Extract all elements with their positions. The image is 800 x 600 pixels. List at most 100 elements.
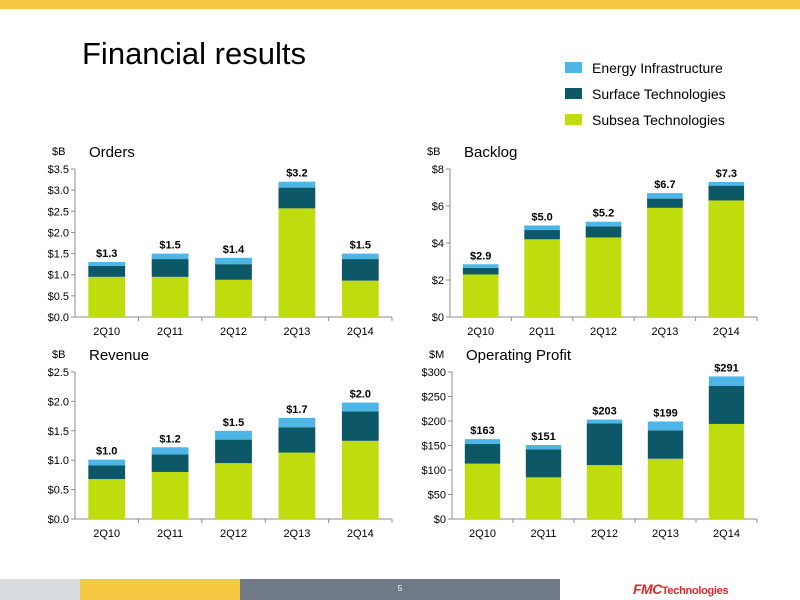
logo-technologies-text: Technologies	[661, 585, 729, 597]
bar-total-label: $163	[470, 425, 494, 437]
bar-segment-energy-infrastructure	[708, 181, 745, 186]
x-tick-label: 2Q12	[591, 528, 618, 540]
revenue-chart-svg: $B Revenue $0.0 $0.5 $1.0 $1.5 $2.0 $2.5 $1.0 2Q1…	[48, 347, 393, 540]
legend-label: Energy Infrastructure	[592, 60, 723, 76]
bar-segment-surface-technologies	[524, 230, 560, 240]
x-tick-label: 2Q14	[713, 326, 740, 338]
bar-segment-surface-technologies	[464, 444, 501, 464]
bar-segment-subsea-technologies	[151, 276, 189, 317]
y-tick-label: $0	[432, 312, 444, 324]
bar-segment-energy-infrastructure	[88, 459, 126, 466]
bar-segment-energy-infrastructure	[88, 262, 126, 266]
y-tick-label: $2.0	[48, 227, 69, 239]
bar-segment-subsea-technologies	[586, 465, 623, 519]
backlog-chart-svg: $B Backlog $0 $2 $4 $6 $8 $2.9 2Q10 $5.0 2Q11 $5.2 2…	[427, 144, 758, 338]
logo-fmc-text: FMC	[633, 581, 662, 597]
y-tick-label: $2.5	[48, 367, 69, 379]
y-tick-label: $300	[422, 367, 446, 379]
chart-title: Orders	[89, 144, 135, 161]
bar-segment-surface-technologies	[278, 427, 316, 453]
x-tick-label: 2Q10	[467, 326, 494, 338]
bar-segment-energy-infrastructure	[647, 193, 683, 199]
revenue-chart: $B Revenue $0.0 $0.5 $1.0 $1.5 $2.0 $2.5 $1.0 2Q1…	[40, 340, 400, 550]
bar-segment-surface-technologies	[585, 226, 622, 238]
y-tick-label: $0.5	[48, 485, 69, 497]
bar-segment-energy-infrastructure	[151, 447, 189, 455]
x-tick-label: 2Q10	[469, 528, 496, 540]
bar-segment-surface-technologies	[215, 439, 252, 464]
y-tick-label: $250	[422, 392, 446, 404]
bar-segment-surface-technologies	[215, 264, 252, 280]
x-tick-label: 2Q13	[652, 528, 679, 540]
y-tick-label: $100	[422, 465, 446, 477]
bar-segment-energy-infrastructure	[278, 417, 316, 428]
y-tick-label: $3.5	[48, 164, 69, 176]
bar-segment-surface-technologies	[278, 187, 316, 209]
y-tick-label: $0	[434, 514, 446, 526]
y-tick-label: $2.0	[48, 396, 69, 408]
bar-segment-subsea-technologies	[524, 239, 560, 317]
y-tick-label: $1.0	[48, 270, 69, 282]
bar-total-label: $3.2	[286, 168, 307, 180]
operating-profit-chart: $M Operating Profit $0 $50 $100 $150 $200 $250 $…	[410, 340, 780, 550]
bar-segment-surface-technologies	[151, 259, 189, 277]
unit-label: $B	[52, 349, 65, 361]
legend-swatch-subsea-technologies	[565, 114, 582, 125]
x-tick-label: 2Q11	[529, 326, 555, 338]
top-accent-bar	[0, 0, 800, 9]
bar-total-label: $151	[531, 431, 555, 443]
bar-segment-subsea-technologies	[151, 471, 189, 519]
bar-total-label: $1.5	[159, 240, 180, 252]
bar-segment-subsea-technologies	[585, 237, 622, 317]
bar-segment-subsea-technologies	[278, 452, 316, 519]
unit-label: $B	[52, 146, 65, 158]
bar-segment-subsea-technologies	[88, 276, 126, 317]
y-tick-label: $0.0	[48, 514, 69, 526]
bar-segment-energy-infrastructure	[462, 264, 499, 268]
bar-segment-subsea-technologies	[708, 423, 745, 519]
bar-total-label: $2.0	[350, 389, 371, 401]
chart-title: Revenue	[89, 347, 149, 364]
bar-segment-surface-technologies	[586, 423, 623, 466]
footer-bar-left	[0, 579, 80, 600]
legend-swatch-energy-infrastructure	[565, 62, 582, 73]
bar-total-label: $203	[592, 406, 616, 418]
bar-segment-subsea-technologies	[647, 458, 684, 519]
x-tick-label: 2Q11	[157, 326, 183, 338]
chart-title: Backlog	[464, 144, 517, 161]
bar-segment-energy-infrastructure	[585, 221, 622, 227]
fmc-technologies-logo: FMCTechnologies	[633, 581, 729, 599]
page-number: 5	[397, 584, 403, 593]
operating-profit-chart-svg: $M Operating Profit $0 $50 $100 $150 $200 $250 $…	[422, 347, 758, 540]
bar-segment-surface-technologies	[88, 265, 126, 277]
x-tick-label: 2Q14	[713, 528, 740, 540]
bar-segment-surface-technologies	[647, 198, 683, 208]
bar-segment-energy-infrastructure	[278, 181, 316, 188]
bar-segment-energy-infrastructure	[341, 253, 379, 260]
orders-chart-svg: $B Orders $0.0 $0.5 $1.0 $1.5 $2.0 $2.5 $3.0 $3.5…	[48, 144, 393, 338]
bar-total-label: $291	[714, 362, 738, 374]
bar-segment-surface-technologies	[708, 385, 745, 424]
y-tick-label: $4	[432, 238, 444, 250]
bar-segment-surface-technologies	[341, 259, 379, 281]
bar-segment-energy-infrastructure	[708, 376, 745, 386]
bar-total-label: $1.2	[159, 433, 180, 445]
bar-segment-surface-technologies	[462, 267, 499, 275]
bar-segment-energy-infrastructure	[464, 439, 501, 445]
x-tick-label: 2Q12	[220, 528, 247, 540]
x-tick-label: 2Q14	[347, 528, 374, 540]
y-tick-label: $150	[422, 441, 446, 453]
bar-segment-subsea-technologies	[278, 208, 316, 317]
y-tick-label: $6	[432, 201, 444, 213]
legend-label: Subsea Technologies	[592, 112, 725, 128]
bar-segment-surface-technologies	[151, 454, 189, 472]
bar-total-label: $199	[653, 407, 677, 419]
y-tick-label: $3.0	[48, 185, 69, 197]
bar-total-label: $7.3	[716, 168, 737, 180]
bar-segment-energy-infrastructure	[586, 419, 623, 424]
x-tick-label: 2Q11	[157, 528, 183, 540]
bar-segment-energy-infrastructure	[341, 402, 379, 412]
backlog-chart: $B Backlog $0 $2 $4 $6 $8 $2.9 2Q10 $5.0 2Q11 $5.2 2…	[420, 140, 780, 340]
x-tick-label: 2Q14	[347, 326, 374, 338]
y-tick-label: $200	[422, 416, 446, 428]
